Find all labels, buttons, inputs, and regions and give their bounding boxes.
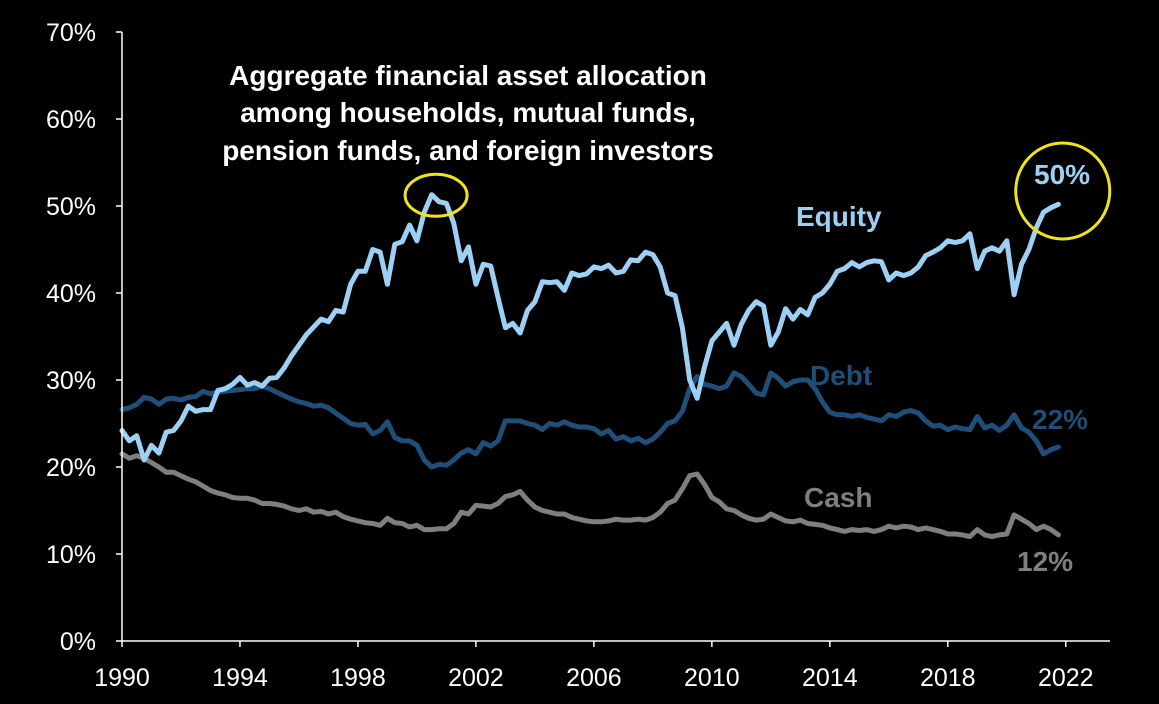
y-axis-labels: 0% 10% 20% 30% 40% 50% 60% 70% (46, 19, 96, 656)
x-tick-label: 1994 (212, 664, 268, 692)
axis-ticks (116, 31, 1067, 647)
series-line-cash (119, 451, 1061, 540)
x-tick-label: 2018 (920, 664, 976, 692)
x-tick-label: 2014 (802, 664, 858, 692)
y-tick-label: 20% (46, 454, 96, 482)
series-label-cash: Cash (804, 482, 872, 513)
highlight-circle-peak (403, 172, 469, 218)
y-tick-label: 30% (46, 367, 96, 395)
series-label-equity: Equity (796, 201, 882, 232)
x-tick-label: 2006 (566, 664, 622, 692)
chart-title-line-3: pension funds, and foreign investors (222, 135, 714, 166)
series-lines (119, 192, 1061, 540)
series-label-debt: Debt (810, 360, 872, 391)
chart-title-line-2: among households, mutual funds, (240, 97, 696, 128)
y-tick-label: 60% (46, 106, 96, 134)
chart-title-line-1: Aggregate financial asset allocation (229, 60, 707, 91)
end-label-cash: 12% (1017, 546, 1073, 577)
x-axis-labels: 1990 1994 1998 2002 2006 2010 2014 2018 2022 (94, 664, 1093, 692)
y-tick-label: 50% (46, 193, 96, 221)
series-line-debt (119, 370, 1061, 470)
x-tick-label: 2010 (684, 664, 740, 692)
end-label-debt: 22% (1032, 404, 1088, 435)
highlight-circles (403, 141, 1112, 241)
x-tick-label: 2022 (1038, 664, 1094, 692)
y-tick-label: 40% (46, 280, 96, 308)
x-tick-label: 1990 (94, 664, 150, 692)
y-tick-label: 10% (46, 541, 96, 569)
y-tick-label: 70% (46, 19, 96, 47)
series-line-equity (119, 192, 1061, 463)
x-tick-label: 1998 (330, 664, 386, 692)
y-tick-label: 0% (60, 628, 96, 656)
x-tick-label: 2002 (448, 664, 504, 692)
end-label-equity: 50% (1034, 159, 1090, 190)
highlight-circle-latest (1014, 141, 1112, 241)
chart-title: Aggregate financial asset allocation amo… (222, 60, 714, 166)
